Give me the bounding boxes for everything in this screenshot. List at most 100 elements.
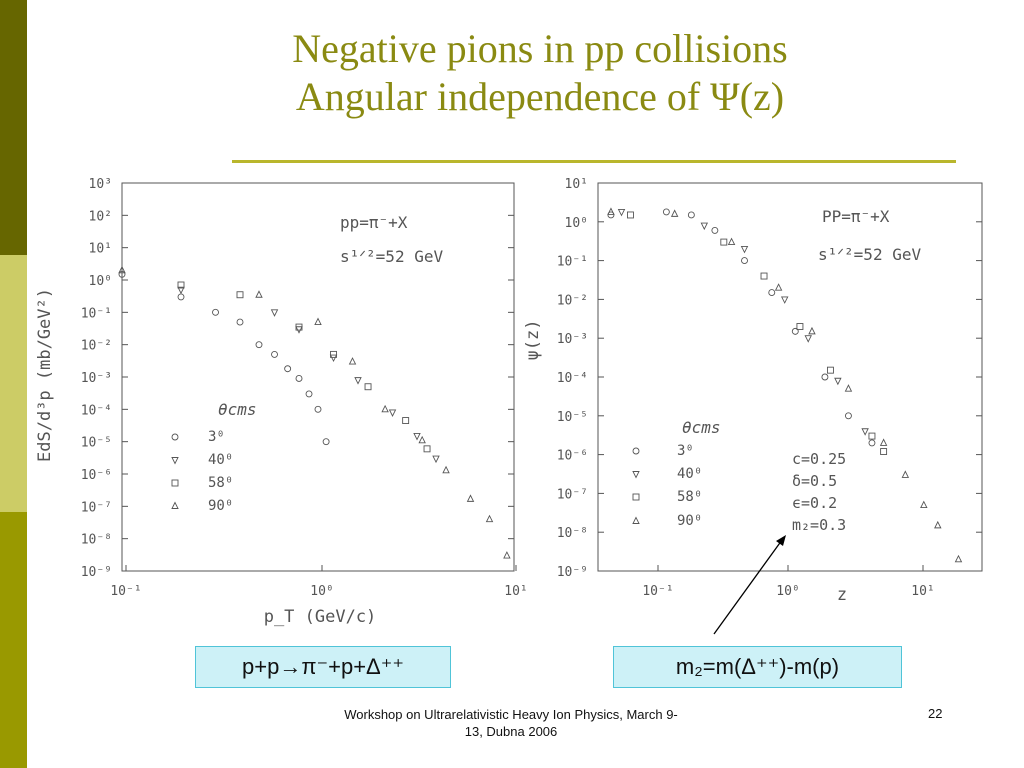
chart-1-legend-marker — [171, 433, 179, 441]
chart-2-y-tick-label: 10⁻⁹ — [557, 565, 588, 580]
chart-1-data-point — [212, 308, 219, 316]
chart-2-x-axis-label: z — [837, 585, 847, 605]
chart-2-x-tick-label: 10⁻¹ — [642, 584, 673, 599]
chart-2-legend-marker — [632, 493, 640, 501]
chart-1-annotation: s¹ᐟ²=52 GeV — [340, 247, 443, 266]
chart-2-data-point — [791, 327, 799, 335]
chart-1-y-tick-label: 10² — [89, 209, 112, 224]
chart-1-x-tick-label: 10⁻¹ — [110, 584, 141, 599]
chart-1-data-point — [503, 551, 511, 559]
chart-2-legend-marker — [632, 471, 640, 479]
chart-2-data-point — [826, 366, 834, 374]
chart-2-y-tick-label: 10⁻¹ — [557, 255, 588, 270]
sidebar-stripe-mid — [0, 512, 27, 768]
chart-2-y-tick-label: 10⁻³ — [557, 332, 588, 347]
pointer-arrow-head — [776, 535, 786, 546]
chart-2-data-point — [808, 326, 816, 335]
chart-1-y-tick-label: 10¹ — [89, 242, 112, 257]
chart-2-data-point — [954, 554, 963, 563]
chart-1-data-point — [236, 291, 244, 299]
chart-1-data-point — [423, 445, 431, 453]
chart-1-data-point — [322, 438, 330, 446]
chart-2-y-tick-label: 10⁻⁷ — [557, 487, 588, 502]
chart-2-y-tick-label: 10⁰ — [565, 216, 588, 231]
chart-1-x-axis-label: p_T (GeV/c) — [264, 607, 377, 627]
chart-1-data-point — [418, 435, 426, 444]
chart-1-frame — [121, 182, 515, 572]
chart-1-legend-marker — [171, 457, 179, 465]
chart-2-data-point — [844, 412, 852, 420]
chart-2-data-point — [740, 245, 749, 254]
chart-1-data-point — [305, 390, 313, 398]
chart-2-legend-title: θcms — [682, 418, 721, 437]
chart-2-data-point — [617, 208, 626, 217]
chart-2-data-point — [711, 226, 719, 234]
chart-1-data-point — [295, 375, 303, 382]
sidebar-stripe-light — [0, 255, 27, 512]
chart-1-data-point — [330, 350, 337, 358]
slide-title-line1: Negative pions in pp collisions — [292, 26, 788, 71]
chart-2-data-point — [774, 283, 783, 291]
pointer-arrow-line — [713, 539, 783, 635]
chart-2-data-point — [901, 470, 910, 478]
chart-1-data-point — [381, 404, 389, 413]
chart-1-legend-label: 58⁰ — [208, 475, 233, 491]
chart-1-data-point — [177, 281, 185, 289]
chart-1-y-tick-label: 10⁻⁹ — [81, 565, 112, 580]
chart-2-data-point — [662, 208, 670, 216]
chart-2-parameter: δ=0.5 — [792, 472, 837, 490]
chart-1-legend-marker — [171, 501, 179, 509]
chart-1-y-tick-label: 10⁰ — [89, 274, 112, 289]
chart-2-frame — [597, 182, 983, 572]
chart-1-y-tick-label: 10³ — [89, 177, 112, 192]
chart-2-data-point — [700, 222, 709, 231]
chart-2-x-tick-label: 10⁰ — [776, 584, 799, 599]
chart-2-data-point — [804, 335, 812, 343]
chart-1-data-point — [284, 365, 292, 373]
chart-2-legend-marker — [632, 447, 640, 455]
chart-1-data-point — [413, 433, 421, 441]
chart-2-data-point — [727, 237, 736, 246]
chart-1-data-point — [255, 341, 263, 349]
chart-1-data-point — [314, 405, 322, 413]
chart-2-data-point — [741, 257, 748, 265]
chart-1-x-tick-label: 10⁰ — [310, 584, 333, 599]
sidebar-stripe-dark — [0, 0, 27, 255]
chart-2-y-tick-label: 10⁻² — [557, 293, 588, 308]
chart-1-data-point — [388, 409, 397, 417]
chart-1-legend-title: θcms — [218, 400, 257, 419]
chart-2-annotation: s¹ᐟ²=52 GeV — [818, 245, 921, 264]
chart-2-data-point — [720, 238, 728, 246]
chart-2-data-point — [868, 439, 876, 447]
chart-2-data-point — [768, 289, 776, 297]
chart-2-y-tick-label: 10⁻⁴ — [557, 371, 588, 386]
chart-2-y-axis-label: ψ(z) — [523, 320, 543, 361]
chart-2-y-tick-label: 10⁻⁸ — [557, 526, 588, 541]
chart-1-data-point — [177, 293, 185, 301]
chart-2-data-point — [821, 373, 829, 381]
chart-1-annotation: pp=π⁻+X — [340, 213, 408, 232]
chart-2-data-point — [670, 209, 679, 217]
chart-1-data-point — [295, 323, 303, 331]
chart-2-data-point — [760, 272, 768, 280]
chart-1-data-point — [354, 377, 362, 385]
chart-2-data-point — [607, 211, 615, 219]
chart-2-data-point — [687, 211, 695, 219]
chart-1-data-point — [271, 350, 278, 358]
page-number: 22 — [928, 706, 943, 721]
mass-definition-box: m₂=m(Δ⁺⁺)-m(p) — [613, 646, 902, 688]
chart-1-data-point — [118, 265, 126, 274]
chart-2-y-tick-label: 10⁻⁵ — [557, 410, 588, 425]
chart-1-data-point — [485, 514, 494, 523]
chart-1-y-axis-label: EdS/d³p (mb/GeV²) — [35, 288, 55, 462]
chart-1-legend-label: 90⁰ — [208, 498, 233, 514]
chart-2-legend-label: 90⁰ — [677, 513, 702, 529]
chart-1-data-point — [442, 465, 450, 474]
chart-2-x-tick-label: 10¹ — [911, 584, 934, 599]
chart-2-parameter: c=0.25 — [792, 450, 846, 468]
chart-2-parameter: m₂=0.3 — [792, 516, 846, 534]
chart-1-data-point — [432, 455, 440, 464]
chart-1-legend-marker — [171, 479, 179, 487]
chart-1-data-point — [348, 357, 357, 365]
